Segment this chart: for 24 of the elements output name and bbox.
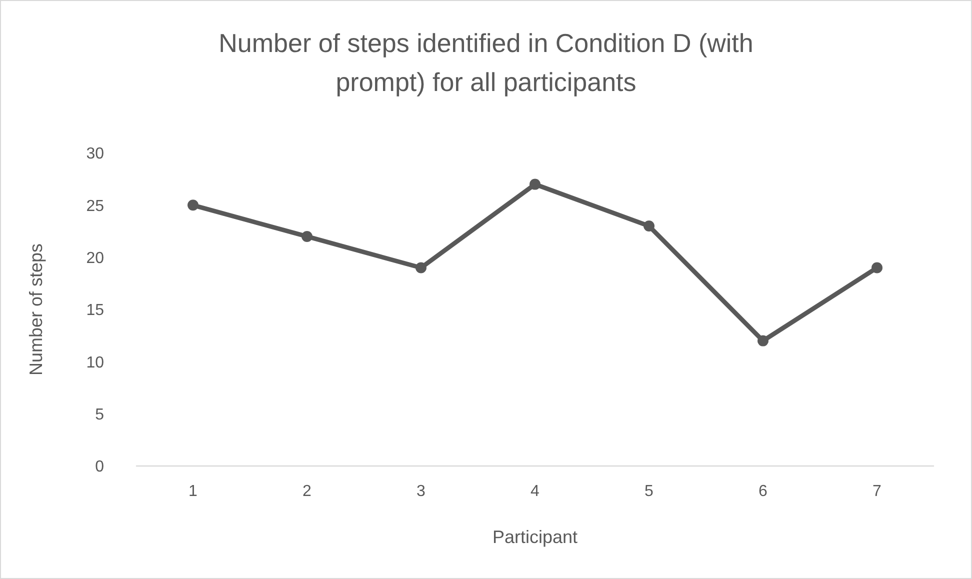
y-tick-label: 20 (86, 250, 104, 267)
point (188, 200, 198, 211)
x-tick-label: 5 (644, 483, 654, 500)
y-tick-label: 10 (86, 354, 104, 372)
chart-title: Number of steps identified in Condition D (with prompt) for all participants (218, 28, 754, 97)
y-tick-label: 0 (95, 458, 104, 476)
x-tick-label: 3 (416, 483, 426, 500)
x-tick-label: 1 (188, 483, 198, 500)
point (302, 230, 312, 242)
x-tick-label: 7 (872, 483, 882, 500)
y-axis-title: Number of steps (26, 243, 46, 376)
y-tick-label: 5 (95, 406, 104, 424)
x-axis-title: Participant (492, 527, 578, 547)
y-tick-label: 15 (86, 302, 104, 320)
point (416, 262, 426, 274)
point (872, 262, 882, 274)
x-tick-label: 6 (758, 483, 768, 500)
point (758, 335, 768, 346)
point (644, 220, 654, 232)
y-tick-label: 25 (86, 198, 104, 215)
point (530, 178, 540, 190)
x-tick-label: 2 (302, 483, 312, 500)
x-tick-label: 4 (530, 483, 540, 500)
y-tick-label: 30 (86, 146, 104, 163)
